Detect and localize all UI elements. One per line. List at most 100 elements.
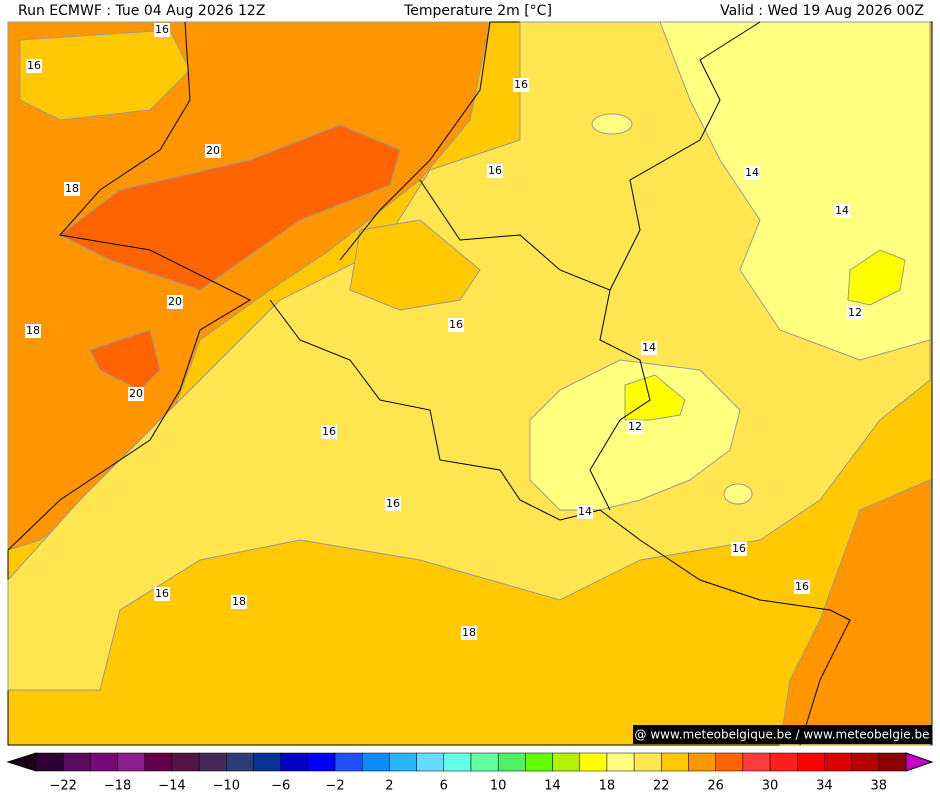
zone-12-14 — [723, 483, 753, 505]
zone-12-14 — [591, 113, 633, 135]
contour-labels: 16 16 16 20 18 16 14 14 20 18 16 12 14 20 16 12 16 14 16 16… — [25, 23, 863, 640]
colorbar-label: 22 — [653, 779, 670, 794]
contour-label: 18 — [462, 626, 476, 639]
contour-label-bg — [154, 23, 170, 37]
map-title: Temperature 2m [°C] — [403, 3, 552, 19]
colorbar-label: −6 — [271, 779, 290, 794]
contour-label: 16 — [514, 78, 528, 91]
colorbar-swatch — [606, 752, 635, 772]
coastline — [339, 21, 491, 261]
colorbar-label: −2 — [325, 779, 344, 794]
contour-label-bg — [834, 204, 850, 218]
colorbar-label: 14 — [544, 779, 561, 794]
contour-label-bg — [321, 425, 337, 439]
colorbar-swatch — [253, 752, 281, 772]
colorbar-label: 26 — [707, 779, 724, 794]
contour-label: 12 — [628, 420, 642, 433]
colorbar-swatch — [443, 752, 472, 772]
contour-label: 20 — [206, 144, 220, 157]
zone-20-22 — [89, 329, 161, 391]
contour-label: 14 — [642, 341, 656, 354]
colorbar-swatch — [633, 752, 662, 772]
colorbar-swatch — [90, 752, 118, 772]
colorbar-swatch — [878, 752, 907, 772]
border — [419, 179, 651, 511]
contour-label: 16 — [795, 580, 809, 593]
contour-label: 20 — [129, 387, 143, 400]
colorbar-label: −22 — [49, 779, 76, 794]
contour-label-bg — [641, 341, 657, 355]
contour-label: 18 — [26, 324, 40, 337]
contour-label: 20 — [168, 295, 182, 308]
colorbar-swatch — [552, 752, 580, 772]
colorbar-label: 34 — [816, 779, 833, 794]
border — [609, 21, 761, 291]
colorbar-swatch — [198, 752, 227, 772]
colorbar-swatch — [851, 752, 880, 772]
colorbar-label: −18 — [104, 779, 131, 794]
zone-12-14 — [529, 359, 741, 511]
colorbar-swatch — [416, 752, 445, 772]
valid-label: Valid : Wed 19 Aug 2026 00Z — [720, 3, 924, 19]
colorbar-swatch — [117, 752, 145, 772]
contour-label-bg — [513, 78, 529, 92]
colorbar-swatch — [334, 752, 363, 772]
contour-label: 16 — [322, 425, 336, 438]
contour-label-bg — [627, 420, 643, 434]
colorbar-swatch — [171, 752, 200, 772]
colorbar-label: 38 — [871, 779, 888, 794]
contour-label-bg — [154, 587, 170, 601]
map — [7, 21, 933, 746]
colorbar-swatch — [470, 752, 499, 772]
colorbar-label: −10 — [213, 779, 240, 794]
colorbar-swatch — [497, 752, 526, 772]
contour-label: 14 — [835, 204, 849, 217]
colorbar-swatch — [226, 752, 254, 772]
colorbar-swatch — [824, 752, 852, 772]
colorbar-end — [905, 752, 934, 772]
watermark-box — [633, 725, 932, 744]
colorbar-swatch — [62, 752, 91, 772]
contour-label-bg — [128, 387, 144, 401]
watermark: @ www.meteobelgique.be / www.meteobelgie… — [635, 728, 930, 742]
contour-label: 16 — [155, 23, 169, 36]
zone-10-12 — [847, 249, 906, 306]
contour-label-bg — [167, 295, 183, 309]
run-label: Run ECMWF : Tue 04 Aug 2026 12Z — [18, 3, 265, 19]
contour-label-bg — [26, 59, 42, 73]
contour-label-bg — [205, 144, 221, 158]
contour-label: 18 — [232, 595, 246, 608]
contour-label-bg — [385, 497, 401, 511]
colorbar-swatch — [144, 752, 173, 772]
colorbar-swatch — [742, 752, 771, 772]
contour-label-bg — [847, 306, 863, 320]
contour-label: 16 — [488, 164, 502, 177]
colorbar-label: 18 — [599, 779, 616, 794]
colorbar-swatch — [280, 752, 309, 772]
colorbar-swatch — [797, 752, 825, 772]
contour-label: 18 — [65, 182, 79, 195]
contour-label-bg — [461, 626, 477, 640]
colorbar-swatch — [715, 752, 744, 772]
colorbar-swatch — [307, 752, 336, 772]
contour-label: 14 — [578, 505, 592, 518]
colorbar-label: −14 — [158, 779, 185, 794]
contour-label: 16 — [449, 318, 463, 331]
zone-10-12 — [624, 374, 686, 421]
colorbar-swatch — [35, 752, 64, 772]
contour-label: 16 — [732, 542, 746, 555]
contour-label-bg — [794, 580, 810, 594]
contour-label: 14 — [745, 166, 759, 179]
contour-label-bg — [64, 182, 80, 196]
contour-label-bg — [731, 542, 747, 556]
colorbar-end — [6, 752, 37, 772]
colorbar-swatch — [688, 752, 716, 772]
coastline — [7, 21, 252, 551]
contour-label-bg — [744, 166, 760, 180]
colorbar-swatch — [525, 752, 553, 772]
contour-label-bg — [577, 505, 593, 519]
colorbar-swatch — [579, 752, 608, 772]
colorbar-label: 2 — [385, 779, 393, 794]
contour-label-bg — [487, 164, 503, 178]
